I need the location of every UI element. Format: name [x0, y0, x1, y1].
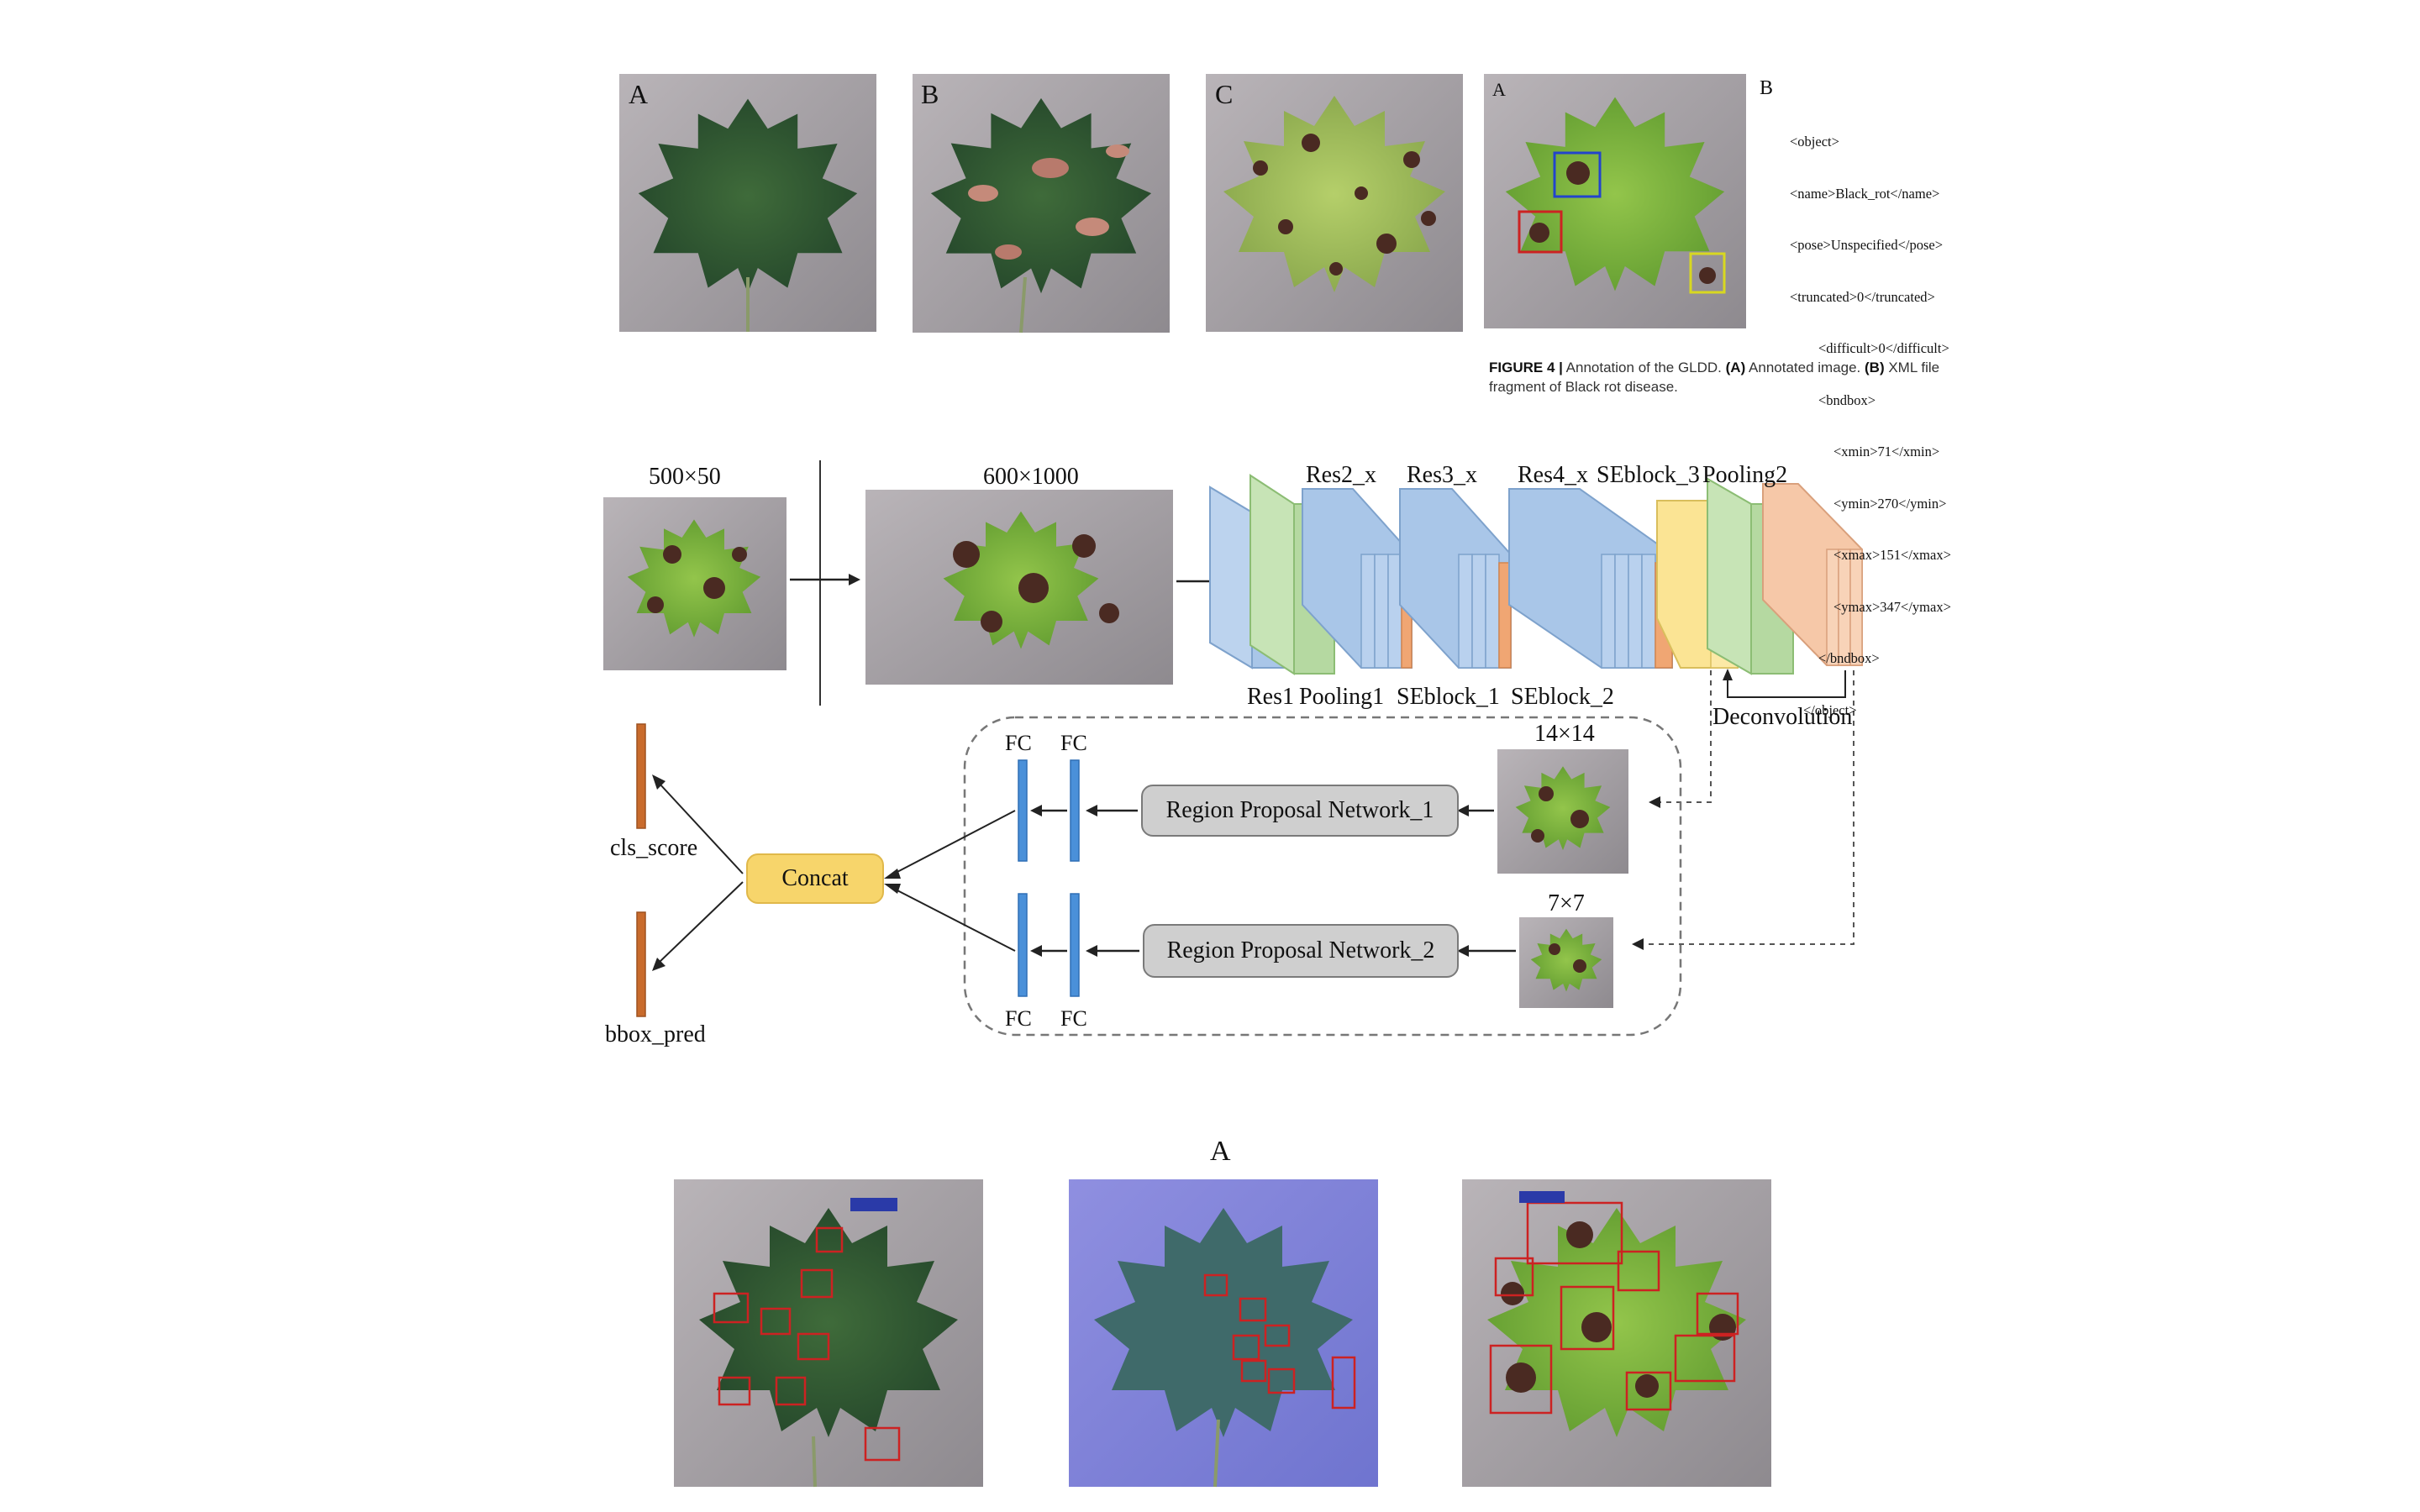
- photo-top-a: [619, 74, 876, 332]
- resized-size-label: 600×1000: [983, 464, 1079, 490]
- fc-label: FC: [1005, 731, 1032, 755]
- panel-letter-b: B: [921, 79, 939, 109]
- panel-letter-c: C: [1215, 79, 1234, 109]
- xml-line: <name>Black_rot</name>: [1790, 185, 1940, 202]
- photo-top-b: [913, 74, 1170, 333]
- figure-caption: FIGURE 4 | Annotation of the GLDD. (A) A…: [1489, 358, 1960, 396]
- xml-line: <ymin>270</ymin>: [1833, 495, 1947, 512]
- roi-image-7: [1519, 917, 1613, 1008]
- rpn1-box: Region Proposal Network_1: [1141, 785, 1459, 837]
- caption-text: XML file fragment of Black rot disease.: [1489, 360, 1940, 395]
- fc-label: FC: [1060, 1006, 1087, 1031]
- xml-line: </bndbox>: [1818, 650, 1880, 666]
- arrow-head: [849, 574, 860, 585]
- caption-text: Annotated image.: [1745, 360, 1865, 375]
- fc-bar: [1018, 893, 1028, 997]
- xml-line: </object>: [1803, 701, 1857, 718]
- xml-line: <xmin>71</xmin>: [1833, 444, 1940, 459]
- xml-line: <xmax>151</xmax>: [1833, 547, 1951, 563]
- xml-line: <ymax>347</ymax>: [1833, 598, 1951, 615]
- xml-line: <object>: [1790, 134, 1839, 150]
- deconv-bracket: [1727, 670, 1846, 698]
- photo-bottom-3: [1462, 1179, 1771, 1487]
- photo-bottom-1: [674, 1179, 983, 1488]
- seblock1-label: SEblock_1: [1397, 684, 1500, 710]
- block-deconv-output: [1762, 483, 1863, 666]
- pooling2-label: Pooling2: [1702, 462, 1788, 488]
- caption-tag-a: (A): [1725, 360, 1746, 375]
- roi-size-7-label: 7×7: [1548, 890, 1585, 916]
- bbox-blue: [1553, 151, 1602, 198]
- dashed-path-1: [1657, 670, 1712, 803]
- block-res2: [1302, 488, 1413, 669]
- fc-bar: [1070, 759, 1080, 862]
- fc-label: FC: [1005, 1006, 1032, 1031]
- res2-label: Res2_x: [1306, 462, 1376, 488]
- xml-line: <difficult>0</difficult>: [1818, 340, 1949, 356]
- dashed-path-2: [1640, 670, 1854, 945]
- roi-size-14-label: 14×14: [1534, 721, 1595, 747]
- fc-bar: [1070, 893, 1080, 997]
- concat-box: Concat: [746, 853, 884, 904]
- block-res3: [1399, 488, 1512, 669]
- pooling1-label: Pooling1: [1299, 684, 1385, 710]
- photo-top-annotated: [1484, 74, 1746, 328]
- xml-panel-letter: B: [1760, 77, 1774, 99]
- panel-letter-annotated: A: [1492, 79, 1506, 100]
- caption-text: Annotation of the GLDD.: [1562, 360, 1726, 375]
- block-res4: [1508, 488, 1673, 669]
- rpn2-box: Region Proposal Network_2: [1143, 924, 1459, 978]
- caption-figure-label: FIGURE 4 |: [1489, 360, 1563, 375]
- fc-label: FC: [1060, 731, 1087, 755]
- panel-letter-a: A: [629, 79, 649, 109]
- deconvolution-label: Deconvolution: [1712, 704, 1853, 730]
- bbox-red: [1518, 210, 1563, 254]
- photo-top-c: [1206, 74, 1463, 332]
- photo-bottom-2: [1069, 1179, 1378, 1488]
- cls-score-label: cls_score: [610, 835, 698, 861]
- xml-fragment: <object> <name>Black_rot</name> <pose>Un…: [1790, 99, 1951, 737]
- seblock2-label: SEblock_2: [1511, 684, 1614, 710]
- fc-bar: [1018, 759, 1028, 862]
- roi-image-14: [1497, 749, 1628, 874]
- xml-line: <truncated>0</truncated>: [1790, 288, 1935, 305]
- roi-container: [963, 716, 1682, 1037]
- cls-score-bar: [636, 723, 646, 829]
- bbox-pred-bar: [636, 911, 646, 1017]
- input-image: [603, 497, 786, 670]
- bottom-panel-letter: A: [1210, 1136, 1231, 1167]
- res1-label: Res1: [1247, 684, 1294, 710]
- block-pooling1: [1249, 474, 1335, 675]
- xml-line: <pose>Unspecified</pose>: [1790, 237, 1944, 253]
- bbox-yellow: [1689, 252, 1726, 294]
- resized-image: [865, 490, 1173, 685]
- xml-line: <bndbox>: [1818, 391, 1876, 408]
- input-size-label: 500×50: [649, 464, 721, 490]
- bbox-pred-label: bbox_pred: [605, 1021, 706, 1047]
- res4-label: Res4_x: [1518, 462, 1588, 488]
- caption-tag-b: (B): [1865, 360, 1885, 375]
- res3-label: Res3_x: [1407, 462, 1477, 488]
- seblock3-label: SEblock_3: [1597, 462, 1700, 488]
